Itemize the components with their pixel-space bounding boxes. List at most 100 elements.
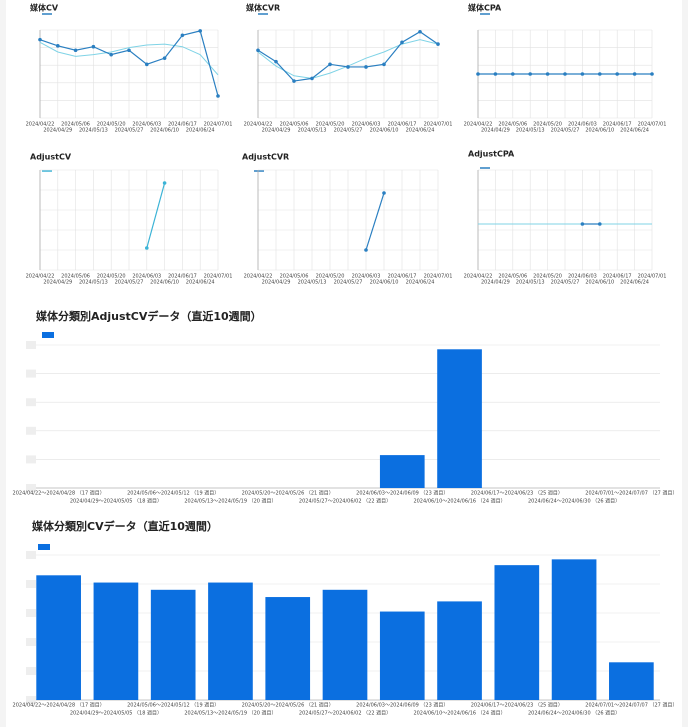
x-tick-label: 2024/04/29 xyxy=(43,128,72,134)
x-tick-label: 2024/06/24～2024/06/30 （26 週目） xyxy=(528,498,620,505)
x-tick-label: 2024/06/17～2024/06/23 （25 週目） xyxy=(471,702,563,709)
chart-title: 媒体CV xyxy=(29,3,59,13)
bar xyxy=(93,582,139,700)
x-tick-label: 2024/06/24 xyxy=(620,128,649,134)
x-tick-label: 2024/05/27～2024/06/02 （22 週目） xyxy=(299,498,391,505)
x-tick-label: 2024/05/13 xyxy=(516,280,545,286)
point xyxy=(127,48,131,53)
x-tick-label: 2024/05/27 xyxy=(551,280,580,286)
x-tick-label: 2024/04/29 xyxy=(481,280,510,286)
point xyxy=(615,72,619,76)
point xyxy=(511,72,515,76)
x-tick-label: 2024/06/10 xyxy=(585,280,614,286)
x-tick-label: 2024/06/24 xyxy=(406,280,435,286)
x-tick-label: 2024/05/20 xyxy=(316,274,345,280)
x-tick-label: 2024/07/01 xyxy=(638,122,667,128)
bar xyxy=(322,589,368,700)
x-tick-label: 2024/06/17 xyxy=(388,122,417,128)
point xyxy=(400,40,404,45)
x-tick-label: 2024/06/03 xyxy=(352,122,381,128)
x-tick-label: 2024/07/01 xyxy=(204,122,233,128)
x-tick-label: 2024/06/24～2024/06/30 （26 週目） xyxy=(528,710,620,717)
point xyxy=(180,33,185,38)
x-tick-label: 2024/05/13 xyxy=(298,128,327,134)
point xyxy=(476,72,480,76)
point xyxy=(346,65,350,69)
chart-title: 媒体CVR xyxy=(245,3,280,13)
y-label-blur xyxy=(26,341,36,349)
point xyxy=(109,52,113,57)
point xyxy=(145,62,149,67)
y-label-blur xyxy=(26,638,36,646)
bar xyxy=(379,455,425,488)
chart-title: 媒体分類別CVデータ（直近10週間） xyxy=(31,519,218,533)
point xyxy=(310,76,314,81)
x-tick-label: 2024/05/06 xyxy=(498,122,527,128)
bar xyxy=(208,582,253,700)
point xyxy=(91,44,96,49)
x-tick-label: 2024/06/24 xyxy=(406,128,435,134)
x-tick-label: 2024/05/27 xyxy=(334,128,363,134)
point xyxy=(563,72,567,76)
point xyxy=(216,94,220,98)
point xyxy=(198,29,202,33)
x-tick-label: 2024/05/13 xyxy=(79,128,108,134)
x-tick-label: 2024/07/01～2024/07/07 （27 週目） xyxy=(585,490,677,497)
point xyxy=(493,72,498,76)
x-tick-label: 2024/05/20 xyxy=(97,122,126,128)
x-tick-label: 2024/05/06 xyxy=(61,274,90,280)
y-label-blur xyxy=(26,696,36,704)
point xyxy=(382,191,386,195)
x-tick-label: 2024/05/27～2024/06/02 （22 週目） xyxy=(299,710,391,717)
point xyxy=(162,56,167,60)
line xyxy=(365,192,385,251)
point xyxy=(598,222,602,226)
point xyxy=(364,248,368,252)
x-tick-label: 2024/05/13 xyxy=(79,280,108,286)
chart-title: AdjustCVR xyxy=(242,153,289,162)
x-tick-label: 2024/05/06 xyxy=(498,274,527,280)
point xyxy=(73,48,78,53)
point xyxy=(382,62,386,67)
x-tick-label: 2024/06/17 xyxy=(388,274,417,280)
x-tick-label: 2024/04/29 xyxy=(481,128,510,134)
bar xyxy=(551,559,597,700)
point xyxy=(580,222,585,226)
x-tick-label: 2024/05/13 xyxy=(298,280,327,286)
x-tick-label: 2024/04/22～2024/04/28 （17 週目） xyxy=(13,702,105,709)
point xyxy=(436,42,440,46)
line xyxy=(146,182,166,249)
x-tick-label: 2024/07/01 xyxy=(638,274,667,280)
bar xyxy=(150,589,196,700)
point xyxy=(418,29,422,34)
x-tick-label: 2024/05/06 xyxy=(280,122,309,128)
point xyxy=(328,62,332,67)
x-tick-label: 2024/06/24 xyxy=(186,128,215,134)
x-tick-label: 2024/06/10～2024/06/16 （24 週目） xyxy=(413,710,505,717)
x-tick-label: 2024/05/27 xyxy=(115,128,144,134)
x-tick-label: 2024/04/22～2024/04/28 （17 週目） xyxy=(13,490,105,497)
x-tick-label: 2024/04/29 xyxy=(43,280,72,286)
y-label-blur xyxy=(26,484,36,492)
point xyxy=(545,72,550,76)
x-tick-label: 2024/06/03 xyxy=(568,122,597,128)
chart-title: AdjustCV xyxy=(30,153,72,162)
point xyxy=(38,37,42,42)
x-tick-label: 2024/04/29 xyxy=(262,280,291,286)
y-label-blur xyxy=(26,580,36,588)
point xyxy=(650,72,654,76)
x-tick-label: 2024/05/20～2024/05/26 （21 週目） xyxy=(242,490,334,497)
x-tick-label: 2024/04/29～2024/05/05 （18 週目） xyxy=(70,498,162,505)
chart-title: 媒体分類別AdjustCVデータ（直近10週間） xyxy=(35,309,262,323)
point xyxy=(292,79,296,83)
x-tick-label: 2024/05/20 xyxy=(316,122,345,128)
x-tick-label: 2024/06/03 xyxy=(352,274,381,280)
point xyxy=(256,48,260,53)
x-tick-label: 2024/05/27 xyxy=(334,280,363,286)
x-tick-label: 2024/06/03 xyxy=(132,274,161,280)
x-tick-label: 2024/05/13～2024/05/19 （20 週目） xyxy=(184,498,276,505)
x-tick-label: 2024/04/22 xyxy=(244,122,273,128)
x-tick-label: 2024/04/29 xyxy=(262,128,291,134)
x-tick-label: 2024/06/17 xyxy=(603,122,632,128)
